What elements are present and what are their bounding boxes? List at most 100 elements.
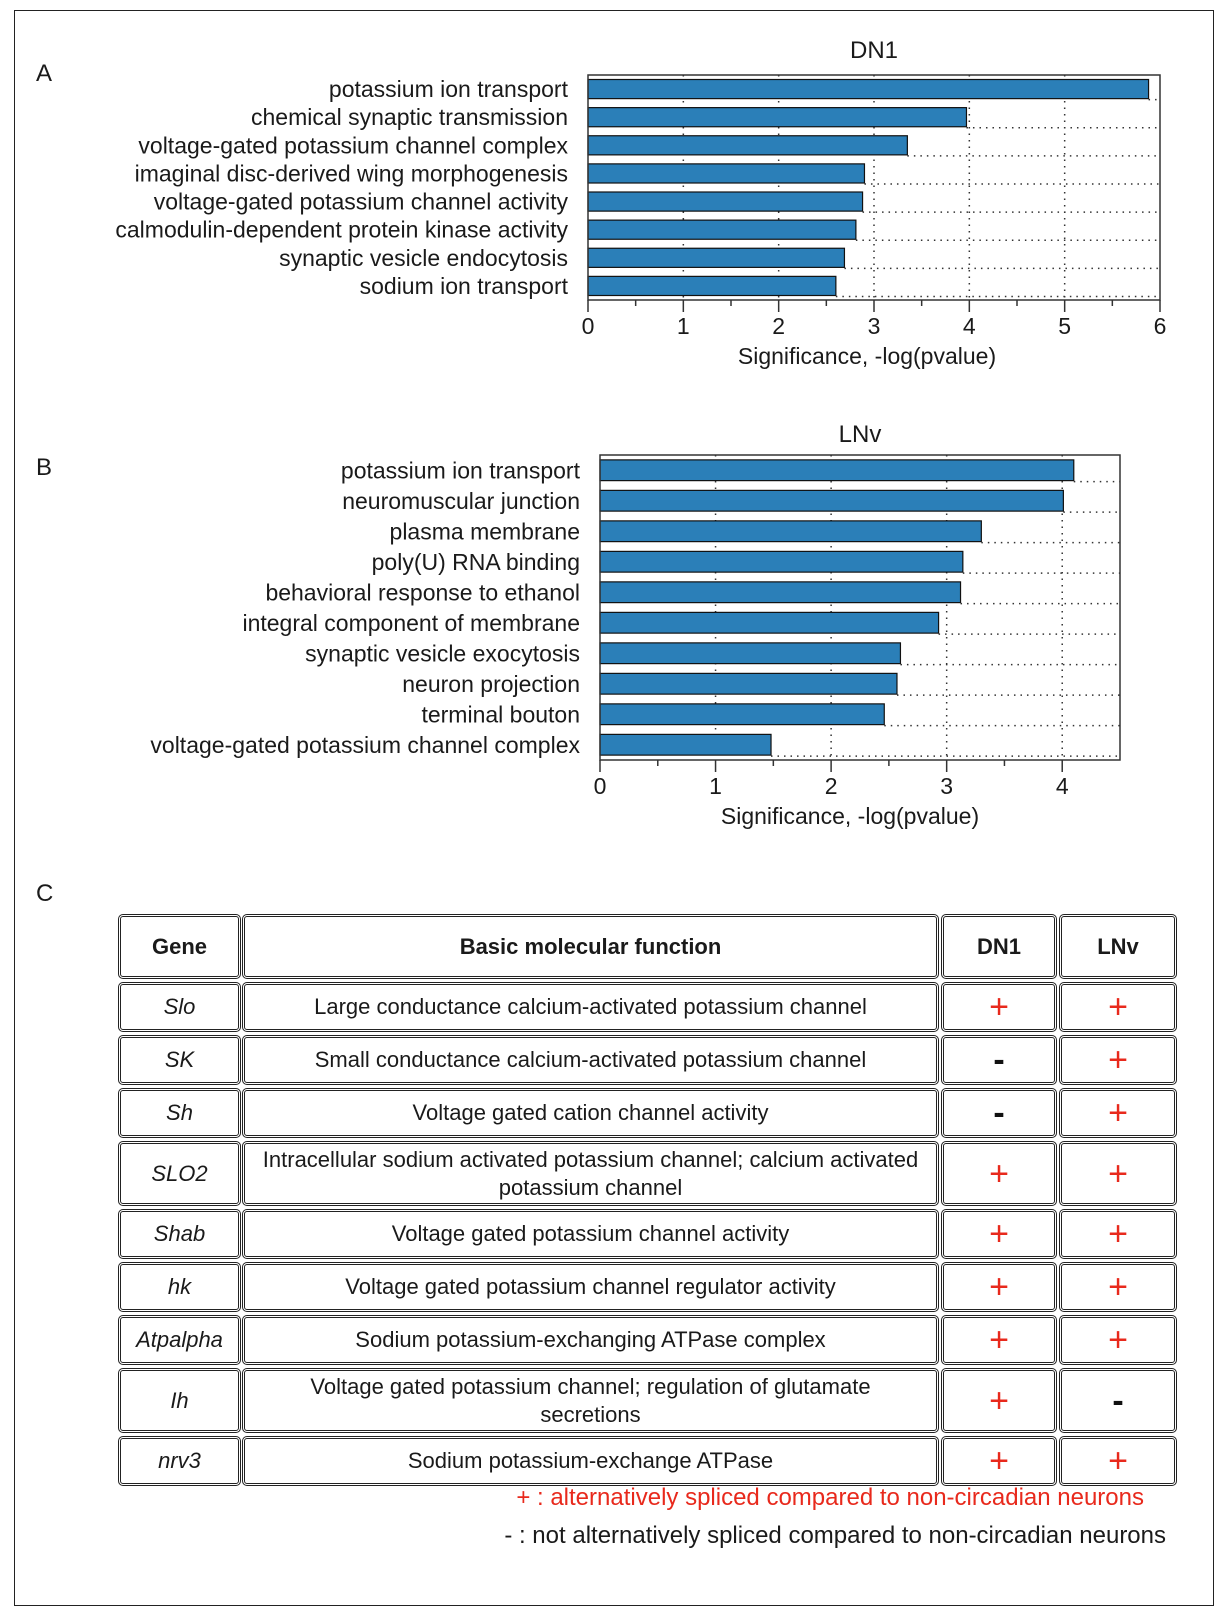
lnv-bar	[599, 550, 964, 573]
dn1-category-label: sodium ion transport	[360, 273, 569, 299]
spliced-plus-mark: +	[989, 1442, 1009, 1480]
spliced-plus-mark: +	[989, 1268, 1009, 1306]
spliced-plus-mark: +	[989, 1381, 1009, 1420]
dn1-cell: +	[941, 1262, 1057, 1312]
header-function: Basic molecular function	[242, 914, 939, 979]
function-cell: Sodium potassium-exchange ATPase	[242, 1436, 939, 1486]
dn1-category-label: voltage-gated potassium channel complex	[138, 132, 568, 158]
lnv-category-label: potassium ion transport	[341, 457, 581, 483]
dn1-category-label: calmodulin-dependent protein kinase acti…	[115, 217, 568, 243]
dn1-cell: -	[941, 1035, 1057, 1085]
gene-cell: Sh	[118, 1088, 241, 1138]
lnv-cell: -	[1059, 1368, 1177, 1433]
lnv-category-label: neuron projection	[402, 671, 580, 697]
lnv-bar	[599, 672, 898, 695]
panel-label-a: A	[36, 60, 53, 87]
spliced-plus-mark: +	[1108, 1442, 1128, 1480]
dn1-category-label: imaginal disc-derived wing morphogenesis	[135, 160, 568, 186]
lnv-bar	[599, 703, 885, 726]
dn1-x-tick-label: 5	[1058, 313, 1071, 339]
table-row: Atpalpha Sodium potassium-exchanging ATPa…	[118, 1315, 1212, 1368]
lnv-x-tick-label: 1	[709, 773, 722, 799]
gene-cell: SK	[118, 1035, 241, 1085]
spliced-plus-mark: +	[1108, 1154, 1128, 1193]
dn1-cell: +	[941, 1315, 1057, 1365]
gene-cell: nrv3	[118, 1436, 241, 1486]
lnv-category-label: behavioral response to ethanol	[265, 579, 580, 605]
legend-plus: + : alternatively spliced compared to no…	[516, 1484, 1144, 1511]
function-cell: Intracellular sodium activated potassium…	[242, 1141, 939, 1206]
table-row: Sh Voltage gated cation channel activity -…	[118, 1088, 1212, 1141]
lnv-x-tick-label: 0	[594, 773, 607, 799]
table-row: Ih Voltage gated potassium channel; regul…	[118, 1368, 1212, 1436]
not-spliced-minus-mark: -	[993, 1041, 1005, 1079]
dn1-x-tick-label: 6	[1154, 313, 1167, 339]
panel-label-b: B	[36, 454, 53, 481]
lnv-cell: +	[1059, 1141, 1177, 1206]
lnv-plot-frame	[599, 454, 1121, 761]
lnv-cell: +	[1059, 1035, 1177, 1085]
lnv-bar	[599, 489, 1064, 512]
gene-cell: SLO2	[118, 1141, 241, 1206]
dn1-bar	[587, 163, 866, 184]
function-cell: Voltage gated potassium channel activity	[242, 1209, 939, 1259]
spliced-plus-mark: +	[989, 1215, 1009, 1253]
spliced-plus-mark: +	[989, 1321, 1009, 1359]
header-gene: Gene	[118, 914, 241, 979]
lnv-cell: +	[1059, 1209, 1177, 1259]
lnv-category-label: integral component of membrane	[242, 610, 580, 636]
dn1-category-label: chemical synaptic transmission	[251, 104, 568, 130]
dn1-cell: -	[941, 1088, 1057, 1138]
spliced-plus-mark: +	[989, 988, 1009, 1026]
lnv-cell: +	[1059, 1436, 1177, 1486]
dn1-cell: +	[941, 1436, 1057, 1486]
dn1-cell: +	[941, 1368, 1057, 1433]
lnv-bar	[599, 459, 1075, 482]
function-cell: Voltage gated cation channel activity	[242, 1088, 939, 1138]
spliced-plus-mark: +	[1108, 1041, 1128, 1079]
lnv-bar-chart: LNv potassium ion transport neuromuscular …	[150, 421, 1121, 829]
dn1-cell: +	[941, 1141, 1057, 1206]
function-cell: Small conductance calcium-activated pota…	[242, 1035, 939, 1085]
dn1-bar	[587, 219, 857, 240]
table-header-row: Gene Basic molecular function DN1 LNv	[118, 914, 1212, 982]
lnv-category-label: neuromuscular junction	[342, 488, 580, 514]
dn1-bar	[587, 107, 968, 128]
dn1-chart-title: DN1	[850, 37, 898, 64]
dn1-category-label: synaptic vesicle endocytosis	[279, 245, 568, 271]
spliced-plus-mark: +	[989, 1154, 1009, 1193]
spliced-plus-mark: +	[1108, 988, 1128, 1026]
table-row: Shab Voltage gated potassium channel acti…	[118, 1209, 1212, 1262]
table-row: SK Small conductance calcium-activated po…	[118, 1035, 1212, 1088]
figure-frame	[14, 10, 1214, 1606]
lnv-x-tick-label: 3	[940, 773, 953, 799]
not-spliced-minus-mark: -	[1112, 1381, 1124, 1420]
legend-minus: - : not alternatively spliced compared t…	[504, 1522, 1166, 1549]
gene-cell: hk	[118, 1262, 241, 1312]
gene-function-table: Gene Basic molecular function DN1 LNv Sl…	[118, 914, 1212, 1489]
gene-cell: Slo	[118, 982, 241, 1032]
lnv-category-label: synaptic vesicle exocytosis	[305, 640, 580, 666]
dn1-category-label: potassium ion transport	[329, 76, 569, 102]
dn1-cell: +	[941, 982, 1057, 1032]
lnv-bar	[599, 611, 940, 634]
spliced-plus-mark: +	[1108, 1321, 1128, 1359]
lnv-cell: +	[1059, 1088, 1177, 1138]
dn1-bar	[587, 191, 864, 212]
dn1-x-axis-label: Significance, -log(pvalue)	[738, 343, 996, 369]
lnv-bar	[599, 581, 962, 604]
spliced-plus-mark: +	[1108, 1268, 1128, 1306]
lnv-category-label: poly(U) RNA binding	[372, 549, 580, 575]
lnv-x-tick-label: 4	[1056, 773, 1069, 799]
dn1-x-tick-label: 4	[963, 313, 976, 339]
dn1-x-tick-label: 2	[772, 313, 785, 339]
lnv-category-label: plasma membrane	[390, 518, 580, 544]
table-row: Slo Large conductance calcium-activated p…	[118, 982, 1212, 1035]
lnv-chart-title: LNv	[839, 421, 882, 448]
header-dn1: DN1	[941, 914, 1057, 979]
panel-label-c: C	[36, 880, 54, 907]
dn1-bar	[587, 135, 908, 156]
table-row: SLO2 Intracellular sodium activated potas…	[118, 1141, 1212, 1209]
not-spliced-minus-mark: -	[993, 1094, 1005, 1132]
